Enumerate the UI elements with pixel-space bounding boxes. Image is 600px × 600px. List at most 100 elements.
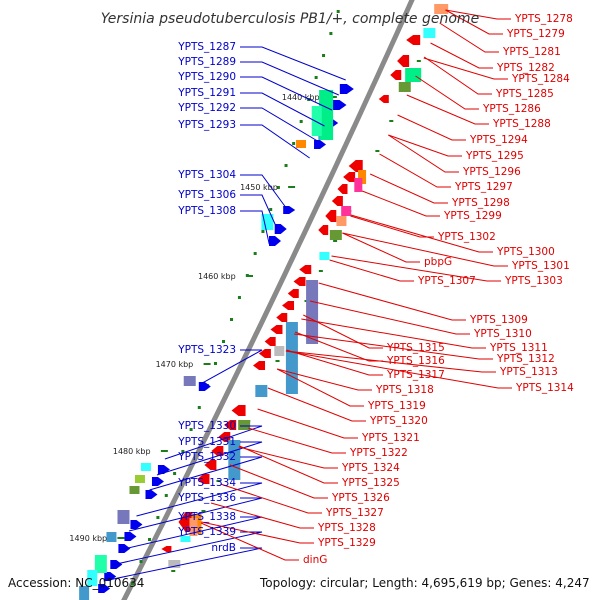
genome-backbone bbox=[121, 0, 415, 600]
reverse-gene-arrow bbox=[161, 546, 172, 552]
gene-label-reverse: dinG bbox=[303, 554, 327, 566]
reverse-gene-arrow bbox=[258, 349, 271, 358]
ruler-dot bbox=[230, 318, 234, 321]
kbp-label: 1460 kbp bbox=[198, 272, 236, 281]
ruler-dot bbox=[336, 10, 340, 13]
gene-label-forward: YPTS_1289 bbox=[177, 56, 236, 68]
gene-label-reverse: YPTS_1303 bbox=[504, 275, 563, 287]
gene-label-reverse: YPTS_1300 bbox=[496, 246, 555, 258]
leader-line bbox=[210, 502, 314, 529]
ruler-dot bbox=[318, 270, 323, 272]
reverse-gene-arrow bbox=[406, 35, 421, 45]
label-leader-lines bbox=[103, 9, 512, 582]
leader-line bbox=[303, 314, 383, 349]
gene-label-reverse: YPTS_1326 bbox=[331, 492, 390, 504]
leader-line bbox=[309, 300, 470, 335]
ruler: 1440 kbp 1450 kbp 1460 kbp 1470 kbp 1480 kbp… bbox=[69, 10, 435, 585]
cog-box bbox=[398, 82, 411, 92]
gene-label-reverse: YPTS_1318 bbox=[375, 384, 434, 396]
reverse-gene-arrow bbox=[197, 474, 210, 484]
cog-box bbox=[183, 376, 196, 386]
ruler-dot bbox=[213, 362, 217, 365]
leader-line bbox=[267, 387, 366, 422]
gene-label-reverse: YPTS_1279 bbox=[506, 28, 565, 40]
gene-label-reverse: YPTS_1325 bbox=[341, 477, 400, 489]
cog-box bbox=[238, 420, 251, 430]
feature-labels: YPTS_1287 YPTS_1289 YPTS_1290 YPTS_1291 YPTS… bbox=[177, 13, 574, 566]
gene-label-reverse: YPTS_1284 bbox=[511, 73, 570, 85]
forward-gene-arrow bbox=[198, 382, 211, 391]
gene-label-reverse: YPTS_1327 bbox=[325, 507, 384, 519]
gene-label-reverse: YPTS_1278 bbox=[514, 13, 573, 25]
ruler-dot bbox=[292, 142, 296, 145]
leader-line bbox=[103, 547, 263, 582]
gene-label-forward: YPTS_1304 bbox=[177, 169, 236, 181]
leader-line bbox=[285, 350, 496, 373]
gene-label-reverse: YPTS_1328 bbox=[317, 522, 376, 534]
cog-box bbox=[423, 28, 436, 38]
cog-box bbox=[134, 475, 145, 483]
cog-box bbox=[261, 214, 274, 230]
cog-box bbox=[117, 510, 130, 524]
leader-line bbox=[240, 194, 278, 229]
reverse-gene-arrow bbox=[397, 55, 410, 67]
leader-line bbox=[406, 94, 489, 125]
forward-gene-arrow bbox=[269, 236, 282, 246]
cog-box bbox=[434, 4, 449, 14]
gene-label-forward: YPTS_1292 bbox=[177, 102, 236, 114]
reverse-gene-arrow bbox=[318, 225, 329, 235]
gene-label-forward: YPTS_1290 bbox=[177, 71, 236, 83]
reverse-gene-arrow bbox=[325, 210, 337, 222]
leader-line bbox=[415, 75, 479, 110]
leader-line bbox=[350, 214, 493, 253]
leader-line bbox=[369, 173, 448, 204]
kbp-tick bbox=[160, 450, 168, 452]
leader-line bbox=[276, 368, 364, 407]
gene-label-reverse: YPTS_1281 bbox=[502, 46, 561, 58]
cog-box bbox=[354, 178, 363, 192]
gene-label-reverse: YPTS_1299 bbox=[443, 210, 502, 222]
cog-box bbox=[255, 385, 268, 397]
forward-gene-arrow bbox=[339, 84, 354, 94]
gene-label-reverse: YPTS_1317 bbox=[386, 369, 445, 381]
forward-gene-arrow bbox=[151, 477, 164, 486]
cog-box bbox=[274, 346, 285, 356]
leader-line bbox=[239, 445, 338, 484]
leader-line bbox=[286, 349, 383, 376]
leader-line bbox=[248, 427, 346, 454]
gene-label-reverse: YPTS_1301 bbox=[511, 260, 570, 272]
leader-line bbox=[329, 259, 414, 282]
ruler-dot bbox=[222, 340, 226, 343]
ruler-dot bbox=[237, 296, 241, 299]
reverse-gene-arrow bbox=[224, 420, 237, 430]
kbp-tick bbox=[203, 363, 211, 365]
forward-gene-arrow bbox=[314, 140, 327, 149]
gene-label-reverse: YPTS_1295 bbox=[465, 150, 524, 162]
accession-text: Accession: NC_010634 bbox=[8, 576, 144, 590]
gene-label-reverse: YPTS_1286 bbox=[482, 103, 541, 115]
ruler-dot bbox=[261, 230, 265, 233]
gene-label-reverse: YPTS_1320 bbox=[369, 415, 428, 427]
leader-line bbox=[362, 190, 440, 217]
leader-line bbox=[397, 114, 466, 141]
cog-box bbox=[306, 280, 319, 344]
backbone-line bbox=[121, 0, 415, 600]
gene-label-reverse: YPTS_1322 bbox=[349, 447, 408, 459]
leader-line bbox=[445, 9, 503, 35]
ruler-dot bbox=[253, 252, 257, 255]
leader-line bbox=[240, 92, 325, 127]
kbp-label: 1490 kbp bbox=[69, 534, 107, 543]
ruler-dot bbox=[156, 516, 160, 519]
forward-gene-arrow bbox=[283, 206, 296, 214]
leader-line bbox=[423, 57, 508, 80]
gene-label-forward: nrdB bbox=[211, 542, 236, 554]
kbp-label: 1450 kbp bbox=[240, 183, 278, 192]
leader-line bbox=[201, 521, 314, 544]
ruler-dot bbox=[197, 406, 201, 409]
reverse-gene-arrow bbox=[343, 172, 356, 182]
forward-gene-arrow bbox=[124, 532, 137, 541]
cog-box bbox=[94, 555, 107, 573]
ruler-dot bbox=[201, 510, 206, 512]
gene-label-forward: YPTS_1331 bbox=[177, 436, 236, 448]
